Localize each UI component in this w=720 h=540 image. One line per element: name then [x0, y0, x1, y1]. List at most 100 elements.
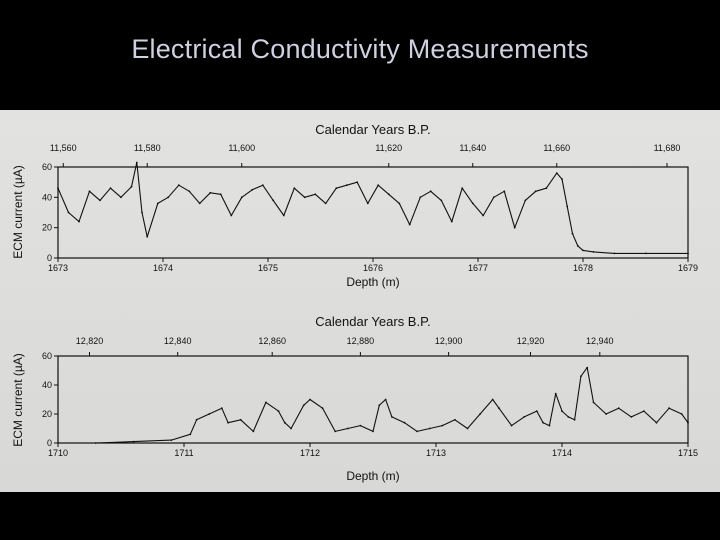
x-axis-label: Depth (m)	[346, 469, 399, 483]
top-tick-label: 11,640	[459, 143, 486, 153]
top-tick-label: 11,660	[543, 143, 570, 153]
data-point	[240, 196, 243, 199]
data-point	[580, 375, 582, 378]
data-point	[555, 172, 558, 174]
top-tick-label: 11,580	[134, 143, 161, 153]
data-point	[227, 421, 230, 424]
data-point	[548, 424, 551, 427]
data-point	[177, 184, 180, 187]
data-point	[282, 214, 285, 217]
y-tick-label: 20	[42, 223, 52, 233]
data-point	[429, 190, 432, 193]
data-point	[239, 418, 242, 421]
data-point	[586, 366, 589, 369]
top-tick-label: 12,880	[347, 336, 375, 346]
y-tick-label: 20	[42, 409, 52, 419]
data-point	[156, 202, 159, 205]
data-point	[441, 424, 444, 427]
data-point	[492, 196, 495, 199]
data-point	[99, 199, 101, 202]
ecm-figure: Calendar Years B.P. 0 20 40 60 1673 1674 1675 16…	[11, 122, 698, 483]
series-line	[58, 367, 689, 444]
x-tick-label: 1711	[174, 448, 193, 458]
chart-title: Calendar Years B.P.	[315, 314, 430, 329]
y-tick-label: 40	[42, 192, 52, 202]
data-point	[466, 427, 469, 430]
y-tick-label: 0	[47, 438, 52, 448]
data-point	[592, 401, 595, 404]
data-point	[195, 418, 198, 421]
data-point	[220, 407, 223, 410]
data-point	[141, 211, 143, 214]
data-point	[346, 427, 349, 430]
data-point	[482, 214, 485, 217]
data-point	[571, 232, 574, 235]
x-tick-label: 1677	[468, 263, 488, 273]
y-tick-label: 40	[42, 380, 52, 390]
data-point	[67, 211, 70, 214]
data-point	[345, 184, 348, 187]
top-tick-label: 12,820	[76, 336, 104, 346]
data-point	[78, 220, 80, 223]
data-point	[503, 190, 506, 193]
data-point	[57, 442, 59, 444]
data-point	[428, 427, 431, 430]
data-point	[356, 181, 359, 184]
data-point	[135, 161, 138, 164]
data-point	[283, 421, 286, 424]
data-point	[219, 193, 222, 196]
data-point	[561, 178, 563, 180]
data-point	[687, 252, 689, 255]
data-point	[545, 187, 548, 190]
data-point	[303, 196, 306, 199]
data-point	[272, 199, 275, 202]
data-point	[576, 245, 579, 247]
data-point	[419, 196, 422, 199]
data-point	[391, 416, 393, 418]
data-point	[377, 184, 380, 187]
data-point	[167, 196, 170, 199]
y-tick-label: 60	[42, 162, 52, 172]
data-point	[398, 202, 401, 205]
x-tick-label: 1710	[48, 448, 68, 458]
data-point	[416, 430, 418, 433]
y-axis-label: ECM current (µA)	[11, 353, 25, 447]
data-point	[561, 410, 563, 412]
data-point	[687, 421, 689, 424]
data-point	[378, 404, 381, 407]
data-point	[440, 199, 443, 202]
data-point	[109, 187, 112, 190]
slide-title: Electrical Conductivity Measurements	[131, 34, 589, 64]
data-point	[209, 191, 212, 194]
data-point	[189, 433, 192, 436]
data-point	[510, 424, 513, 427]
data-point	[643, 410, 645, 412]
top-tick-label: 12,840	[164, 336, 192, 346]
x-tick-label: 1674	[153, 263, 173, 273]
data-point	[208, 413, 211, 415]
data-point	[535, 410, 538, 412]
data-point	[321, 407, 324, 410]
x-axis-label: Depth (m)	[346, 275, 399, 289]
data-point	[542, 421, 544, 424]
data-point	[498, 407, 500, 410]
x-tick-label: 1678	[573, 263, 593, 273]
series-line	[57, 161, 688, 254]
data-point	[680, 413, 683, 415]
data-point	[359, 424, 362, 427]
data-point	[384, 398, 387, 401]
data-point	[188, 190, 191, 193]
data-point	[290, 427, 292, 430]
data-point	[366, 202, 369, 205]
plot-frame	[57, 355, 689, 444]
data-point	[605, 413, 607, 415]
data-point	[387, 193, 390, 196]
data-point	[554, 392, 557, 395]
top-tick-label: 12,920	[517, 336, 545, 346]
data-point	[170, 439, 173, 441]
data-point	[408, 223, 411, 226]
data-point	[132, 440, 135, 443]
data-point	[617, 407, 620, 410]
data-point	[523, 416, 526, 418]
data-point	[582, 249, 584, 252]
